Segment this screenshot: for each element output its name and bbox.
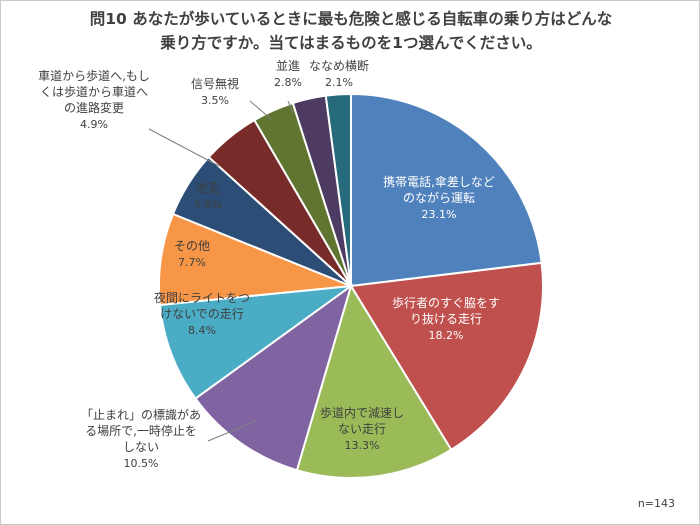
slice-name-10: 並進 (276, 59, 300, 73)
slice-value-9: 3.5% (201, 94, 229, 107)
leader-line-10 (287, 100, 294, 114)
slice-label-4: 「止まれ」の標識がある場所で,一時停止をしない 10.5% (81, 407, 201, 470)
slice-name-2: り抜ける走行 (410, 312, 482, 326)
slice-name-1: のながら運転 (403, 190, 475, 205)
pie-slice-5 (158, 284, 355, 400)
slice-label-2: 歩行者のすぐ脇をすり抜ける走行 18.2% (392, 295, 500, 342)
slice-name-4: しない (123, 440, 159, 454)
slice-name-7: 逆走 (196, 180, 220, 195)
slice-value-1: 23.1% (422, 208, 457, 221)
slice-label-5: 夜間にライトをつけないでの走行 8.4% (154, 290, 250, 337)
slice-value-2: 18.2% (429, 329, 464, 342)
slice-label-6: その他 7.7% (174, 239, 210, 269)
slice-name-8: くは歩道から車道へ (40, 84, 148, 99)
pie-slice-6 (158, 212, 352, 307)
slice-value-4: 10.5% (124, 457, 159, 470)
slice-label-7: 逆走 5.6% (194, 180, 222, 211)
slice-name-3: ない走行 (338, 422, 386, 436)
slice-label-11: ななめ横断 2.1% (309, 58, 369, 89)
slice-value-7: 5.6% (194, 198, 222, 211)
slice-name-9: 信号無視 (191, 76, 239, 91)
slice-name-3: 歩道内で減速し (320, 405, 404, 420)
slice-value-3: 13.3% (345, 439, 380, 452)
slice-label-3: 歩道内で減速しない走行 13.3% (320, 405, 404, 452)
pie-slice-3 (295, 283, 453, 479)
chart-title: 問10 あなたが歩いているときに最も危険と感じる自転車の乗り方はどんな 乗り方で… (89, 10, 613, 52)
pie-slice-11 (324, 92, 352, 287)
leader-line-4 (207, 420, 257, 442)
sample-size-note: n=143 (637, 497, 675, 510)
slice-name-6: その他 (174, 239, 210, 253)
slice-value-10: 2.8% (274, 76, 302, 89)
leader-line-8 (148, 128, 220, 167)
slice-name-2: 歩行者のすぐ脇をす (392, 295, 500, 310)
slice-value-5: 8.4% (188, 324, 216, 337)
slice-label-9: 信号無視 3.5% (191, 76, 239, 107)
slice-name-8: の進路変更 (64, 100, 124, 115)
slice-label-1: 携帯電話,傘差しなどのながら運転 23.1% (383, 174, 495, 221)
pie-slice-4 (194, 283, 353, 472)
slice-name-4: る場所で,一時停止を (85, 423, 197, 438)
pie-slice-1 (350, 92, 543, 288)
slice-name-8: 車道から歩道へ,もし (38, 68, 150, 83)
slice-label-10: 並進 2.8% (274, 59, 302, 89)
leader-line-9 (249, 100, 272, 120)
slice-label-8: 車道から歩道へ,もしくは歩道から車道への進路変更 4.9% (38, 68, 150, 131)
slice-value-8: 4.9% (80, 118, 108, 131)
slice-value-6: 7.7% (178, 256, 206, 269)
slice-value-11: 2.1% (325, 76, 353, 89)
slice-name-1: 携帯電話,傘差しなど (383, 174, 495, 189)
slice-name-11: ななめ横断 (309, 58, 369, 73)
slice-name-5: けないでの走行 (160, 307, 244, 321)
pie-slice-2 (349, 261, 544, 452)
slice-name-4: 「止まれ」の標識があ (81, 407, 201, 422)
slice-name-5: 夜間にライトをつ (154, 290, 250, 305)
